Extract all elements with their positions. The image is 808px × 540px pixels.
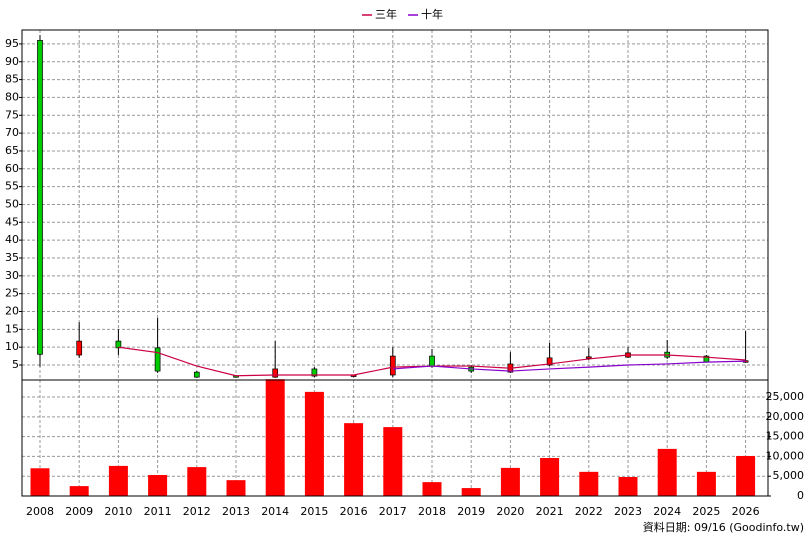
y-tick-label: 65 <box>5 144 19 157</box>
y-tick-label: 20 <box>5 304 19 317</box>
volume-bar <box>304 391 324 496</box>
ma-line <box>392 360 746 372</box>
volume-bar <box>696 471 716 496</box>
y-tick-label: 50 <box>5 197 19 210</box>
x-tick-label: 2026 <box>732 505 760 518</box>
x-tick-label: 2025 <box>692 505 720 518</box>
volume-bar <box>383 427 403 496</box>
volume-bar <box>148 475 168 496</box>
y-tick-label: 80 <box>5 90 19 103</box>
x-tick-label: 2012 <box>183 505 211 518</box>
x-tick-label: 2019 <box>457 505 485 518</box>
y-tick-label: 70 <box>5 126 19 139</box>
x-tick-label: 2017 <box>379 505 407 518</box>
y-tick-label: 5,000 <box>773 469 805 482</box>
y-tick-label: 10,000 <box>766 449 805 462</box>
x-tick-label: 2023 <box>614 505 642 518</box>
volume-bar <box>187 467 207 496</box>
volume-bar <box>579 471 599 496</box>
x-tick-label: 2014 <box>261 505 289 518</box>
y-tick-label: 75 <box>5 108 19 121</box>
candle-body <box>115 340 122 349</box>
x-tick-label: 2018 <box>418 505 446 518</box>
y-tick-label: 60 <box>5 162 19 175</box>
volume-bar <box>736 456 756 496</box>
legend-label: 三年 <box>375 7 397 21</box>
candle-body <box>389 355 396 376</box>
y-tick-label: 35 <box>5 251 19 264</box>
volume-bar <box>30 468 50 496</box>
candle-body <box>272 368 279 378</box>
volume-bar <box>618 476 638 496</box>
y-tick-label: 5 <box>12 358 19 371</box>
y-tick-label: 90 <box>5 55 19 68</box>
x-tick-label: 2024 <box>653 505 681 518</box>
volume-bar <box>540 457 560 496</box>
y-tick-label: 85 <box>5 73 19 86</box>
y-tick-label: 95 <box>5 37 19 50</box>
x-tick-label: 2011 <box>144 505 172 518</box>
candle-body <box>193 371 200 378</box>
x-tick-label: 2013 <box>222 505 250 518</box>
y-tick-label: 55 <box>5 180 19 193</box>
candle-body <box>37 39 43 355</box>
x-tick-label: 2008 <box>26 505 54 518</box>
x-tick-label: 2009 <box>65 505 93 518</box>
source-note: 資料日期: 09/16 (Goodinfo.tw) <box>643 520 804 534</box>
y-tick-label: 30 <box>5 269 19 282</box>
y-tick-label: 20,000 <box>766 410 805 423</box>
candle-body <box>311 368 318 377</box>
candle-body <box>546 357 553 366</box>
volume-bar <box>422 482 442 496</box>
plot-border <box>21 29 769 497</box>
candle-body <box>154 347 161 372</box>
y-tick-label: 15 <box>5 322 19 335</box>
volume-bar <box>226 480 246 496</box>
y-tick-label: 40 <box>5 233 19 246</box>
candle-body <box>429 355 435 367</box>
y-tick-label: 45 <box>5 215 19 228</box>
candle-body <box>585 356 592 359</box>
marks <box>30 34 756 496</box>
y-tick-label: 25,000 <box>766 390 805 403</box>
volume-bar <box>265 379 285 496</box>
x-tick-label: 2016 <box>340 505 368 518</box>
x-tick-label: 2010 <box>104 505 132 518</box>
volume-bar <box>461 488 481 496</box>
volume-bar <box>108 465 128 496</box>
candle-body <box>76 340 83 356</box>
y-tick-label: 25 <box>5 287 19 300</box>
y-tick-label: 10 <box>5 340 19 353</box>
x-tick-label: 2020 <box>496 505 524 518</box>
y-tick-label: 0 <box>797 489 804 502</box>
x-tick-label: 2021 <box>536 505 564 518</box>
x-tick-label: 2015 <box>300 505 328 518</box>
legend-label: 十年 <box>421 7 443 21</box>
volume-bar <box>500 467 520 496</box>
volume-bar <box>69 486 89 496</box>
volume-bar <box>657 448 677 496</box>
x-tick-label: 2022 <box>575 505 603 518</box>
volume-bar <box>344 423 364 496</box>
y-tick-label: 15,000 <box>766 430 805 443</box>
